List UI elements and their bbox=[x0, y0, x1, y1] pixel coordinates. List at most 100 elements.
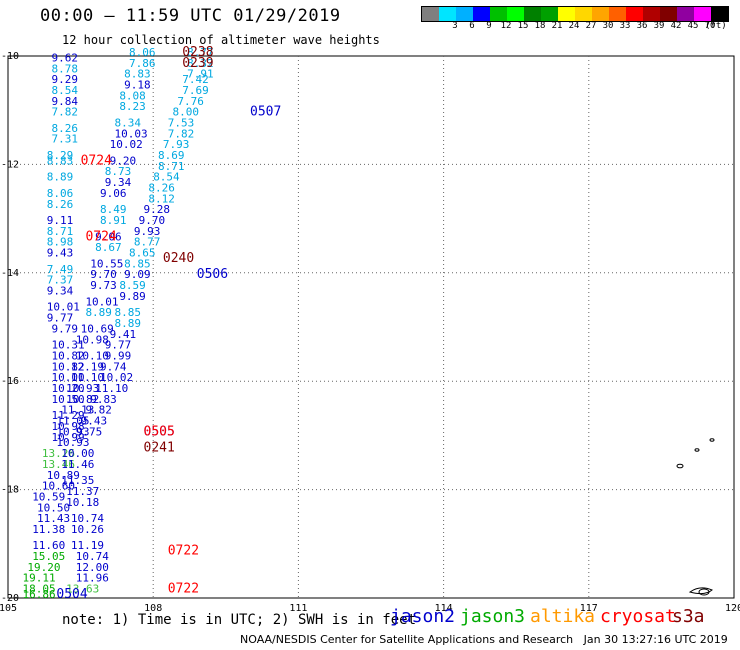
wave-height-value: 11.38 bbox=[32, 523, 65, 536]
legend-swatch bbox=[439, 7, 456, 21]
wave-height-value: 8.12 bbox=[148, 192, 175, 205]
wave-height-value: 15.05 bbox=[32, 550, 65, 563]
wave-height-value: 8.71 bbox=[158, 160, 185, 173]
map-subtitle: 12 hour collection of altimeter wave hei… bbox=[62, 33, 380, 47]
wave-height-value: 10.99 bbox=[52, 431, 85, 444]
legend-unit-label: (ft) bbox=[705, 21, 727, 31]
wave-height-value: 7.37 bbox=[47, 274, 74, 287]
wave-height-value: 10.00 bbox=[61, 447, 94, 460]
wave-height-value: 13.63 bbox=[66, 583, 99, 596]
longitude-tick-label: 108 bbox=[144, 603, 162, 614]
wave-height-value: 7.69 bbox=[182, 84, 209, 97]
wave-height-value: 10.31 bbox=[52, 339, 85, 352]
wave-height-value: 10.26 bbox=[71, 523, 104, 536]
wave-height-value: 8.83 bbox=[124, 68, 151, 81]
wave-height-value: 9.75 bbox=[76, 425, 103, 438]
legend-swatch bbox=[575, 7, 592, 21]
wave-height-value: 8.06 bbox=[47, 187, 74, 200]
wave-height-value: 10.82 bbox=[52, 350, 85, 363]
wave-height-value: 10.02 bbox=[100, 371, 133, 384]
wave-height-value: 8.06 bbox=[129, 46, 156, 59]
legend-swatch bbox=[473, 7, 490, 21]
wave-height-value: 7.76 bbox=[177, 95, 204, 108]
wave-height-value: 10.93 bbox=[56, 425, 89, 438]
island-outline bbox=[698, 588, 710, 596]
legend-s3a: s3a bbox=[672, 606, 705, 627]
legend-swatch bbox=[592, 7, 609, 21]
wave-height-value: 11.13 bbox=[61, 404, 94, 417]
wave-height-value: 8.98 bbox=[47, 236, 74, 249]
legend-swatch bbox=[626, 7, 643, 21]
legend-bin-label: 27 bbox=[585, 21, 597, 31]
wave-height-value: 10.01 bbox=[47, 301, 80, 314]
longitude-tick-label: 105 bbox=[0, 603, 17, 614]
wave-height-value: 9.29 bbox=[52, 73, 78, 86]
wave-height-value: 8.85 bbox=[124, 257, 151, 270]
wave-height-value: 9.79 bbox=[52, 322, 78, 335]
wave-height-value: 10.50 bbox=[37, 501, 70, 514]
legend-bin-label: 3 bbox=[452, 21, 458, 31]
wave-height-value: 16.86 bbox=[23, 588, 56, 601]
wave-height-value: 10.74 bbox=[76, 550, 109, 563]
pass-time-label: 0507 bbox=[250, 105, 281, 120]
latitude-tick-label: -16 bbox=[1, 376, 19, 387]
wave-height-value: 8.54 bbox=[153, 171, 180, 184]
legend-swatch bbox=[507, 7, 524, 21]
wave-height-value: 10.01 bbox=[85, 295, 118, 308]
wave-height-value: 11.46 bbox=[61, 458, 94, 471]
wave-height-value: 10.82 bbox=[66, 393, 99, 406]
wave-height-value: 11.29 bbox=[52, 409, 85, 422]
wave-height-value: 10.59 bbox=[32, 490, 65, 503]
wave-height-value: 8.34 bbox=[114, 116, 141, 129]
wave-height-value: 8.59 bbox=[119, 279, 146, 292]
wave-height-value: 9.93 bbox=[134, 225, 161, 238]
legend-swatch bbox=[643, 7, 660, 21]
wave-height-value: 8.85 bbox=[114, 306, 141, 319]
wave-height-value: 9.70 bbox=[139, 214, 166, 227]
footnote: note: 1) Time is in UTC; 2) SWH is in fe… bbox=[62, 612, 417, 628]
wave-height-value: 9.74 bbox=[100, 360, 127, 373]
legend-bin-label: 18 bbox=[534, 21, 546, 31]
legend-bin-label: 24 bbox=[568, 21, 580, 31]
wave-height-value: 8.29 bbox=[47, 149, 74, 162]
wave-height-value: 11.60 bbox=[32, 539, 65, 552]
pass-time-label: 0505 bbox=[144, 424, 175, 439]
wave-height-value: 8.77 bbox=[187, 46, 214, 59]
wave-height-value: 9.77 bbox=[47, 312, 74, 325]
legend-jason3: jason3 bbox=[460, 606, 526, 627]
pass-time-label: 0238 bbox=[182, 45, 213, 60]
island-outline bbox=[694, 448, 700, 452]
wave-height-value: 9.20 bbox=[110, 154, 137, 167]
longitude-tick-label: 114 bbox=[435, 603, 453, 614]
wave-height-value: 11.10 bbox=[71, 371, 104, 384]
footer-credit: NOAA/NESDIS Center for Satellite Applica… bbox=[240, 633, 728, 646]
wave-height-value: 10.74 bbox=[71, 512, 104, 525]
wave-height-value: 8.89 bbox=[114, 317, 141, 330]
wave-height-value: 8.83 bbox=[47, 154, 74, 167]
wave-height-value: 8.89 bbox=[85, 306, 112, 319]
pass-time-label: 0724 bbox=[81, 153, 112, 168]
pass-time-label: 0506 bbox=[197, 267, 228, 282]
wave-height-value: 9.62 bbox=[52, 51, 78, 64]
wave-height-value: 8.67 bbox=[95, 241, 122, 254]
legend-swatch bbox=[422, 7, 439, 21]
pass-time-label: 0240 bbox=[163, 251, 194, 266]
pass-time-label: 0722 bbox=[168, 582, 199, 597]
legend-bin-label: 21 bbox=[551, 21, 563, 31]
wave-height-value: 10.55 bbox=[90, 257, 123, 270]
legend-cryosat: cryosat bbox=[600, 606, 676, 627]
wave-height-value: 11.10 bbox=[95, 382, 128, 395]
wave-height-value: 11.05 bbox=[56, 415, 89, 428]
wave-height-value: 9.43 bbox=[81, 415, 108, 428]
wave-height-value: 9.99 bbox=[105, 350, 132, 363]
wave-height-value: 10.60 bbox=[42, 480, 75, 493]
wave-height-value: 9.77 bbox=[105, 339, 132, 352]
wave-height-value: 7.93 bbox=[163, 138, 190, 151]
wave-height-value: 10.98 bbox=[76, 333, 109, 346]
coastline-fragment bbox=[688, 587, 713, 595]
wave-height-value: 8.00 bbox=[173, 106, 200, 119]
wave-height-value: 9.06 bbox=[100, 187, 127, 200]
latitude-tick-label: -18 bbox=[1, 485, 19, 496]
wave-height-value: 18.05 bbox=[23, 583, 56, 596]
